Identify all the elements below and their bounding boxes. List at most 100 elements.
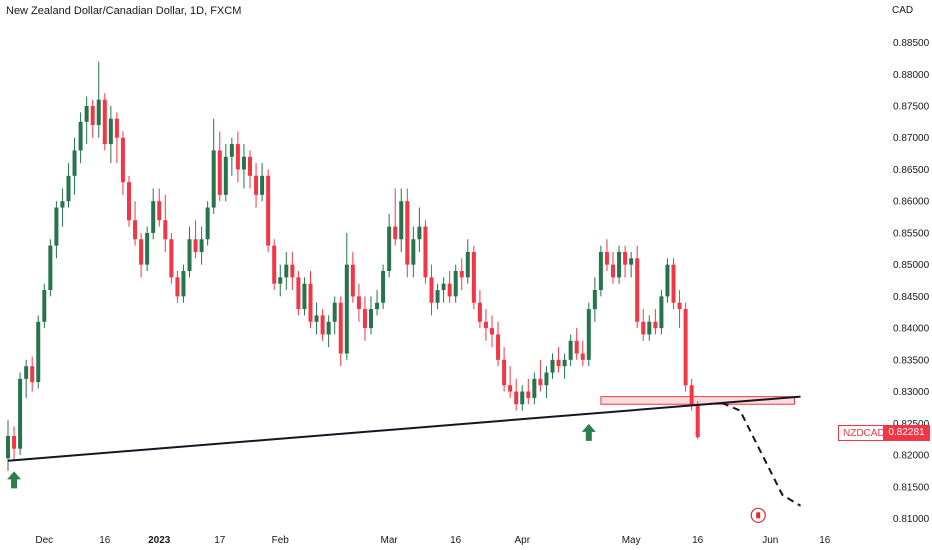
candle-body <box>163 220 168 240</box>
time-tick-label: 16 <box>819 535 831 546</box>
time-tick-label: 16 <box>450 535 462 546</box>
price-tick-label: 0.88500 <box>893 38 930 49</box>
candle-body <box>629 258 634 265</box>
projection-layer[interactable] <box>721 402 802 507</box>
candle-body <box>36 321 41 383</box>
candle-body <box>598 251 603 291</box>
time-tick-label: 2023 <box>148 535 171 546</box>
candle-body <box>66 175 71 202</box>
candle-body <box>387 226 392 271</box>
candle-body <box>447 283 452 297</box>
candle-body <box>290 264 295 278</box>
trendline-layer[interactable] <box>7 395 801 462</box>
time-tick-label: Apr <box>514 535 530 546</box>
candle-body <box>423 226 428 278</box>
candle-body <box>6 435 10 459</box>
candle-body <box>308 283 313 322</box>
candle-body <box>562 359 567 367</box>
candle-body <box>205 207 210 240</box>
candle-body <box>393 226 398 240</box>
price-tick-label: 0.81500 <box>893 482 930 493</box>
candle-body <box>139 239 144 265</box>
candle-body <box>133 220 138 240</box>
candle-body <box>223 156 228 195</box>
candle-body <box>344 264 349 354</box>
candle-body <box>151 201 156 233</box>
candle-body <box>272 245 277 284</box>
flag-leaf <box>756 512 761 519</box>
candle-body <box>60 201 65 208</box>
candle-body <box>169 239 174 278</box>
candle-body <box>193 239 198 252</box>
candle-body <box>502 359 507 386</box>
candle-body <box>90 106 95 126</box>
candle-body <box>417 226 422 240</box>
price-tick-label: 0.86500 <box>893 165 930 176</box>
candle-body <box>574 340 579 354</box>
symbol-label: NZDCAD <box>838 425 890 441</box>
candle-body <box>399 201 404 240</box>
candle-body <box>538 378 543 386</box>
candle-body <box>187 239 192 271</box>
candle-body <box>235 144 240 170</box>
projection-dashed-path <box>721 402 802 507</box>
time-tick-label: 16 <box>692 535 704 546</box>
candle-body <box>405 201 410 265</box>
candle-body <box>54 207 59 246</box>
candle-body <box>145 232 150 265</box>
candle-body <box>490 328 494 335</box>
last-price-value: 0.82281 <box>883 425 930 441</box>
candle-body <box>508 385 513 392</box>
time-tick-label: 17 <box>214 535 226 546</box>
candle-body <box>381 271 386 303</box>
candle-body <box>580 353 585 360</box>
candle-body <box>465 251 470 278</box>
candle-body <box>102 99 107 145</box>
candle-body <box>441 283 446 291</box>
candle-body <box>695 404 700 438</box>
price-tick-label: 0.84500 <box>893 292 930 303</box>
price-tick-label: 0.82500 <box>893 419 930 430</box>
price-tick-label: 0.87500 <box>893 102 930 113</box>
candle-body <box>48 245 53 291</box>
candle-body <box>369 309 373 329</box>
candle-body <box>435 290 440 303</box>
price-tick-label: 0.82000 <box>893 451 930 462</box>
price-tick-label: 0.85000 <box>893 260 930 271</box>
time-tick-label: Mar <box>381 535 399 546</box>
candle-body <box>211 150 216 208</box>
candle-body <box>254 175 259 195</box>
time-tick-label: 16 <box>99 535 111 546</box>
candle-body <box>544 372 549 386</box>
candle-body <box>296 277 301 310</box>
candle-body <box>42 290 47 322</box>
candle-body <box>477 302 482 322</box>
time-tick-label: Dec <box>35 535 53 546</box>
candle-body <box>108 118 113 145</box>
time-tick-label: May <box>622 535 641 546</box>
candle-body <box>453 271 458 297</box>
candle-body <box>30 366 35 383</box>
candle-body <box>556 359 561 367</box>
price-tick-label: 0.88000 <box>893 70 930 81</box>
candles-layer <box>6 61 700 471</box>
candle-body <box>320 315 325 335</box>
candle-body <box>78 121 83 151</box>
candle-body <box>429 277 434 303</box>
candle-body <box>604 251 609 265</box>
candle-body <box>120 137 125 183</box>
price-axis[interactable]: 0.88500 0.88000 0.87500 0.87000 0.86500 0.860… <box>893 38 930 525</box>
price-tick-label: 0.84000 <box>893 324 930 335</box>
candle-body <box>550 359 555 373</box>
candle-body <box>635 258 640 322</box>
candle-body <box>332 302 337 322</box>
price-tick-label: 0.86000 <box>893 197 930 208</box>
candle-body <box>647 321 652 335</box>
support-trendline <box>7 395 801 462</box>
candle-body <box>96 99 101 126</box>
candle-body <box>241 156 246 170</box>
time-axis[interactable]: Dec 16 2023 17 Feb Mar 16 Apr May 16 Jun 16 <box>35 535 830 546</box>
candle-body <box>375 302 380 310</box>
candle-body <box>229 144 234 157</box>
